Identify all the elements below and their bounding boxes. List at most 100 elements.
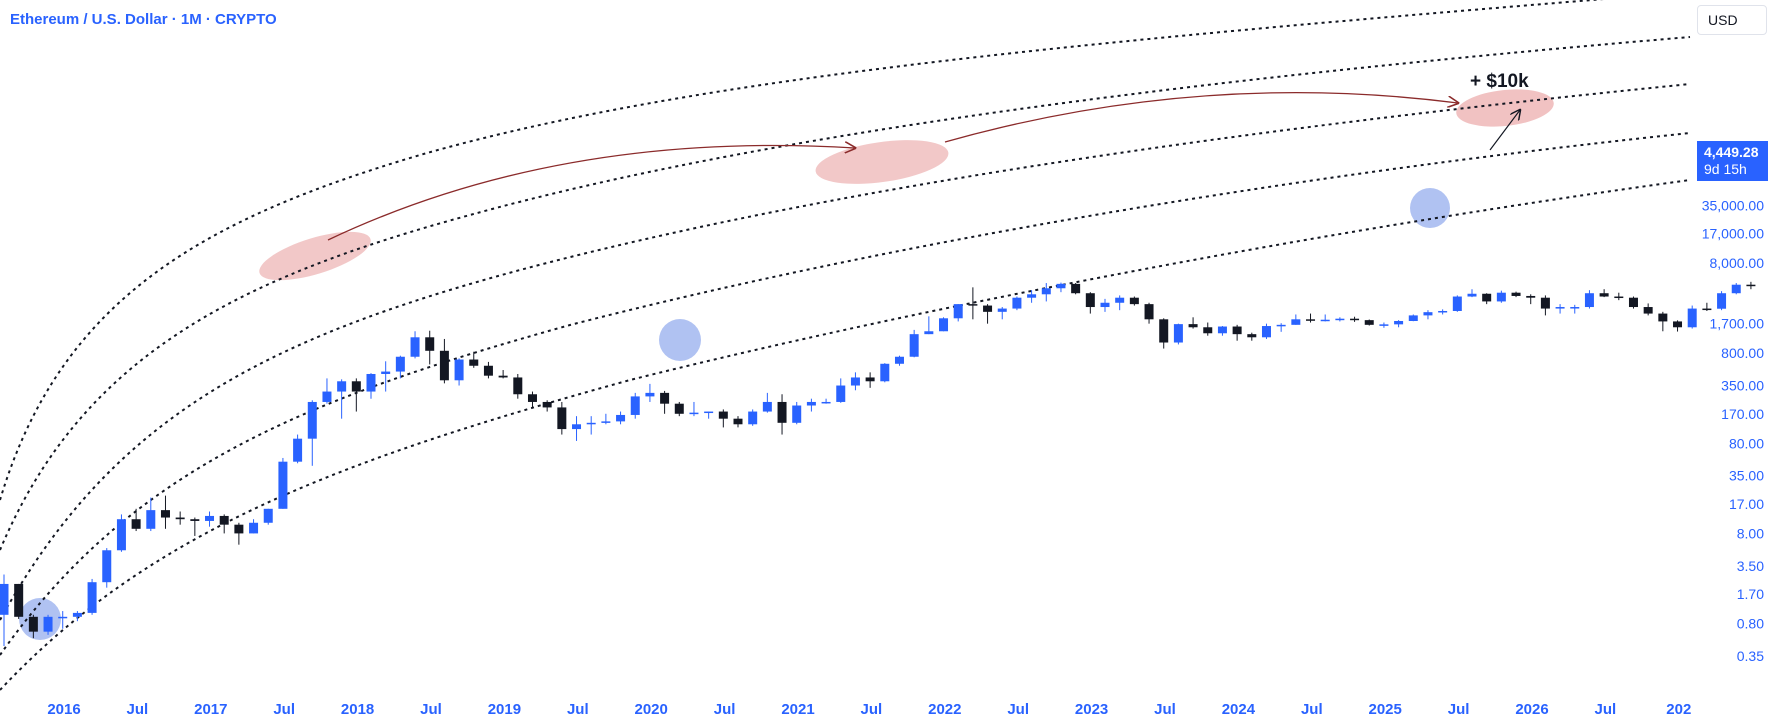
candle-body bbox=[1452, 296, 1462, 311]
candle-body bbox=[205, 515, 215, 521]
bottom-2025-highlight bbox=[1410, 188, 1450, 228]
candle-body bbox=[1379, 324, 1389, 326]
candle-body bbox=[278, 461, 288, 509]
candle-body bbox=[87, 582, 97, 613]
current-price-label: 4,449.28 9d 15h bbox=[1697, 141, 1768, 181]
candle-body bbox=[1306, 319, 1316, 321]
candle-body bbox=[542, 401, 552, 408]
time-tick-label: 2019 bbox=[488, 701, 521, 718]
candle-body bbox=[1320, 319, 1330, 322]
candle-body bbox=[586, 422, 596, 425]
candle-body bbox=[1012, 297, 1022, 309]
arrow-2021-to-target bbox=[944, 91, 1458, 143]
candle-body bbox=[1658, 313, 1668, 322]
candle-body bbox=[322, 391, 332, 402]
candle-body bbox=[1350, 318, 1360, 321]
candle-body bbox=[1673, 321, 1683, 328]
candle-body bbox=[836, 385, 846, 402]
candle-body bbox=[894, 356, 904, 364]
candle-body bbox=[1276, 324, 1286, 327]
candle-body bbox=[792, 405, 802, 423]
candle-body bbox=[1570, 307, 1580, 309]
time-tick-label: 2025 bbox=[1369, 701, 1402, 718]
candle-body bbox=[660, 392, 670, 404]
bottom-2020-highlight bbox=[659, 319, 701, 361]
candle-body bbox=[410, 337, 420, 357]
candle-body bbox=[249, 522, 259, 534]
time-tick-label: 2021 bbox=[781, 701, 814, 718]
candle-body bbox=[175, 517, 185, 520]
candle-body bbox=[1100, 302, 1110, 308]
candle-body bbox=[1115, 297, 1125, 303]
candle-body bbox=[395, 356, 405, 372]
candle-body bbox=[630, 396, 640, 415]
candle-body bbox=[1467, 293, 1477, 297]
candlestick-series bbox=[0, 281, 1756, 647]
candle-body bbox=[997, 308, 1007, 312]
time-tick-label: Jul bbox=[567, 701, 589, 718]
current-price: 4,449.28 bbox=[1704, 144, 1759, 160]
time-tick-label: Jul bbox=[714, 701, 736, 718]
band-line-1 bbox=[0, 0, 1605, 501]
candle-body bbox=[513, 377, 523, 395]
price-tick-label: 1.70 bbox=[1737, 586, 1764, 602]
time-tick-label: Jul bbox=[127, 701, 149, 718]
band-line-3 bbox=[0, 83, 1691, 621]
candle-body bbox=[1027, 294, 1037, 298]
candle-body bbox=[704, 411, 714, 414]
candle-body bbox=[1511, 292, 1521, 296]
candle-body bbox=[219, 515, 229, 525]
candle-body bbox=[924, 331, 934, 335]
currency-selector[interactable]: USD bbox=[1697, 5, 1767, 35]
candle-body bbox=[1217, 326, 1227, 334]
candle-body bbox=[439, 350, 449, 381]
candle-body bbox=[381, 371, 391, 374]
candle-body bbox=[1496, 292, 1506, 302]
candle-body bbox=[1482, 293, 1492, 302]
target-annotation: + $10k bbox=[1470, 71, 1529, 92]
target-highlight bbox=[1456, 89, 1554, 127]
candle-body bbox=[337, 381, 347, 392]
candle-body bbox=[1555, 307, 1565, 309]
time-tick-label: Jul bbox=[273, 701, 295, 718]
time-tick-label: Jul bbox=[1154, 701, 1176, 718]
price-tick-label: 350.00 bbox=[1721, 378, 1764, 394]
arrow-2018-to-2021 bbox=[327, 145, 855, 241]
price-tick-label: 17,000.00 bbox=[1702, 226, 1764, 242]
candle-body bbox=[1144, 304, 1154, 320]
bar-countdown: 9d 15h bbox=[1704, 161, 1747, 177]
top-2018-highlight bbox=[259, 231, 371, 281]
candle-body bbox=[601, 421, 611, 423]
candle-body bbox=[953, 304, 963, 319]
price-tick-label: 80.00 bbox=[1729, 435, 1764, 451]
band-line-2 bbox=[0, 36, 1691, 551]
time-tick-label: 2017 bbox=[194, 701, 227, 718]
candle-body bbox=[1584, 293, 1594, 308]
time-tick-label: Jul bbox=[1448, 701, 1470, 718]
time-tick-label: 2020 bbox=[635, 701, 668, 718]
candle-body bbox=[777, 401, 787, 423]
candle-body bbox=[1687, 308, 1697, 328]
candle-body bbox=[0, 583, 9, 615]
time-tick-label: 2024 bbox=[1222, 701, 1256, 718]
candle-body bbox=[572, 424, 582, 430]
time-tick-label: 2022 bbox=[928, 701, 961, 718]
candle-body bbox=[1628, 297, 1638, 308]
candle-body bbox=[616, 414, 626, 422]
candle-body bbox=[821, 401, 831, 404]
price-tick-label: 1,700.00 bbox=[1710, 316, 1765, 332]
arrow-current-to-target bbox=[1489, 110, 1520, 151]
chart-title: Ethereum / U.S. Dollar · 1M · CRYPTO bbox=[10, 11, 277, 28]
candle-body bbox=[1599, 293, 1609, 297]
top-2021-highlight bbox=[815, 140, 949, 184]
price-tick-label: 8.00 bbox=[1737, 525, 1764, 541]
candle-body bbox=[762, 401, 772, 412]
price-tick-label: 35,000.00 bbox=[1702, 197, 1764, 213]
candle-body bbox=[190, 519, 200, 521]
price-tick-label: 800.00 bbox=[1721, 345, 1764, 361]
candle-body bbox=[748, 411, 758, 425]
candle-body bbox=[293, 438, 303, 462]
candle-body bbox=[351, 381, 361, 392]
candle-body bbox=[806, 401, 816, 406]
